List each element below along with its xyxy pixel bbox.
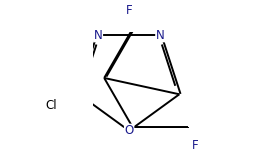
Text: N: N xyxy=(94,29,102,42)
Text: N: N xyxy=(156,29,164,42)
Text: F: F xyxy=(192,139,199,152)
Text: O: O xyxy=(124,124,134,137)
Text: Cl: Cl xyxy=(46,99,57,112)
Text: F: F xyxy=(126,4,133,17)
